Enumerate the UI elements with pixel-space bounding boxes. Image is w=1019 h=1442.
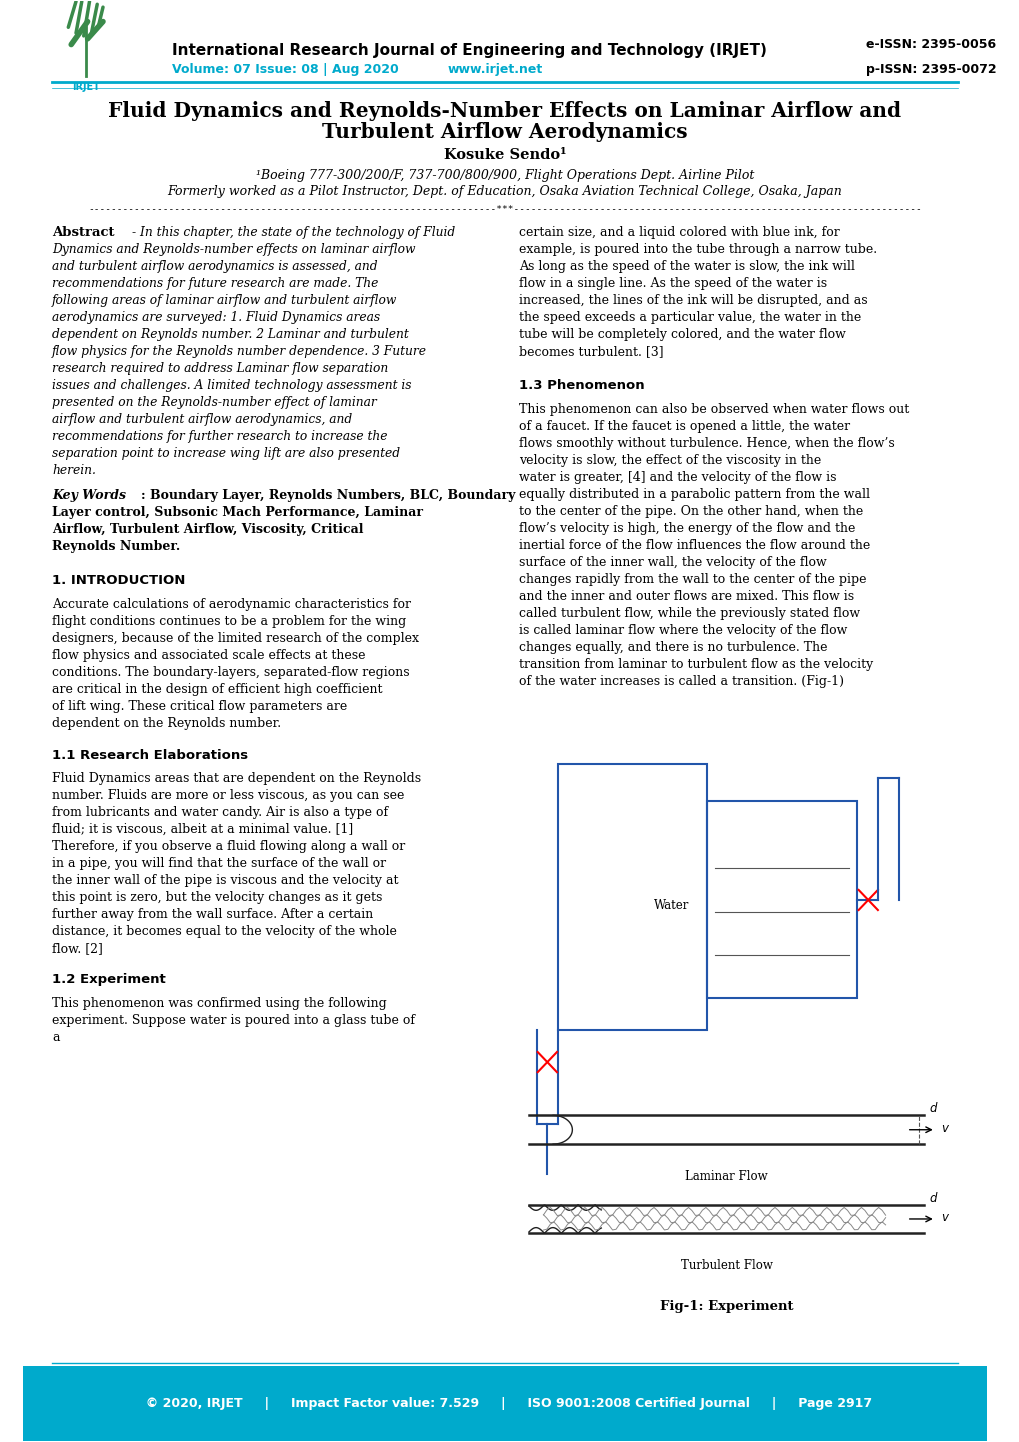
Text: called turbulent flow, while the previously stated flow: called turbulent flow, while the previou… xyxy=(519,607,860,620)
Text: 1.1 Research Elaborations: 1.1 Research Elaborations xyxy=(52,748,248,761)
Text: Key Words: Key Words xyxy=(52,489,125,502)
Text: Layer control, Subsonic Mach Performance, Laminar: Layer control, Subsonic Mach Performance… xyxy=(52,506,423,519)
Text: Volume: 07 Issue: 08 | Aug 2020: Volume: 07 Issue: 08 | Aug 2020 xyxy=(172,62,398,75)
Text: is called laminar flow where the velocity of the flow: is called laminar flow where the velocit… xyxy=(519,623,847,636)
Text: flows smoothly without turbulence. Hence, when the flow’s: flows smoothly without turbulence. Hence… xyxy=(519,437,895,450)
Text: Fig-1: Experiment: Fig-1: Experiment xyxy=(659,1299,793,1312)
Text: this point is zero, but the velocity changes as it gets: this point is zero, but the velocity cha… xyxy=(52,891,382,904)
Text: Water: Water xyxy=(653,898,688,911)
Text: This phenomenon was confirmed using the following: This phenomenon was confirmed using the … xyxy=(52,998,386,1011)
Text: e-ISSN: 2395-0056: e-ISSN: 2395-0056 xyxy=(865,37,996,50)
Text: of the water increases is called a transition. (Fig-1): of the water increases is called a trans… xyxy=(519,675,844,688)
Text: 1. INTRODUCTION: 1. INTRODUCTION xyxy=(52,574,185,587)
Text: following areas of laminar airflow and turbulent airflow: following areas of laminar airflow and t… xyxy=(52,294,397,307)
Text: further away from the wall surface. After a certain: further away from the wall surface. Afte… xyxy=(52,908,373,921)
Text: This phenomenon can also be observed when water flows out: This phenomenon can also be observed whe… xyxy=(519,402,909,415)
Text: herein.: herein. xyxy=(52,464,96,477)
Text: water is greater, [4] and the velocity of the flow is: water is greater, [4] and the velocity o… xyxy=(519,470,836,483)
Text: number. Fluids are more or less viscous, as you can see: number. Fluids are more or less viscous,… xyxy=(52,789,404,802)
Text: ¹Boeing 777-300/200/F, 737-700/800/900, Flight Operations Dept. Airline Pilot: ¹Boeing 777-300/200/F, 737-700/800/900, … xyxy=(256,169,753,182)
Text: Accurate calculations of aerodynamic characteristics for: Accurate calculations of aerodynamic cha… xyxy=(52,598,411,611)
Text: Dynamics and Reynolds-number effects on laminar airflow: Dynamics and Reynolds-number effects on … xyxy=(52,242,415,255)
Text: flow. [2]: flow. [2] xyxy=(52,942,103,955)
Text: flow physics for the Reynolds number dependence. 3 Future: flow physics for the Reynolds number dep… xyxy=(52,345,427,358)
Text: Reynolds Number.: Reynolds Number. xyxy=(52,541,180,554)
Text: fluid; it is viscous, albeit at a minimal value. [1]: fluid; it is viscous, albeit at a minima… xyxy=(52,823,353,836)
Text: certain size, and a liquid colored with blue ink, for: certain size, and a liquid colored with … xyxy=(519,226,840,239)
Text: v: v xyxy=(941,1211,948,1224)
Text: -----------------------------------------------------------------------***------: ----------------------------------------… xyxy=(88,205,921,213)
Text: airflow and turbulent airflow aerodynamics, and: airflow and turbulent airflow aerodynami… xyxy=(52,412,352,425)
Text: distance, it becomes equal to the velocity of the whole: distance, it becomes equal to the veloci… xyxy=(52,926,396,939)
Text: of a faucet. If the faucet is opened a little, the water: of a faucet. If the faucet is opened a l… xyxy=(519,420,850,433)
Text: d: d xyxy=(928,1102,935,1115)
Text: research required to address Laminar flow separation: research required to address Laminar flo… xyxy=(52,362,388,375)
Text: aerodynamics are surveyed: 1. Fluid Dynamics areas: aerodynamics are surveyed: 1. Fluid Dyna… xyxy=(52,311,380,324)
Text: Kosuke Sendo¹: Kosuke Sendo¹ xyxy=(443,149,566,163)
Text: equally distributed in a parabolic pattern from the wall: equally distributed in a parabolic patte… xyxy=(519,487,869,500)
Text: Abstract: Abstract xyxy=(52,226,114,239)
Text: flow physics and associated scale effects at these: flow physics and associated scale effect… xyxy=(52,649,365,662)
Text: IRJET: IRJET xyxy=(71,82,100,92)
Text: : Boundary Layer, Reynolds Numbers, BLC, Boundary: : Boundary Layer, Reynolds Numbers, BLC,… xyxy=(141,489,515,502)
Text: and turbulent airflow aerodynamics is assessed, and: and turbulent airflow aerodynamics is as… xyxy=(52,260,377,273)
Text: As long as the speed of the water is slow, the ink will: As long as the speed of the water is slo… xyxy=(519,260,854,273)
Text: and the inner and outer flows are mixed. This flow is: and the inner and outer flows are mixed.… xyxy=(519,590,854,603)
Text: Formerly worked as a Pilot Instructor, Dept. of Education, Osaka Aviation Techni: Formerly worked as a Pilot Instructor, D… xyxy=(167,185,842,198)
Text: Turbulent Flow: Turbulent Flow xyxy=(680,1259,771,1272)
Text: experiment. Suppose water is poured into a glass tube of: experiment. Suppose water is poured into… xyxy=(52,1014,415,1027)
Text: issues and challenges. A limited technology assessment is: issues and challenges. A limited technol… xyxy=(52,379,411,392)
Bar xyxy=(706,802,856,998)
Text: © 2020, IRJET     |     Impact Factor value: 7.529     |     ISO 9001:2008 Certi: © 2020, IRJET | Impact Factor value: 7.5… xyxy=(138,1397,871,1410)
Text: transition from laminar to turbulent flow as the velocity: transition from laminar to turbulent flo… xyxy=(519,658,872,671)
Text: Turbulent Airflow Aerodynamics: Turbulent Airflow Aerodynamics xyxy=(322,123,687,143)
Bar xyxy=(23,1366,985,1441)
Text: to the center of the pipe. On the other hand, when the: to the center of the pipe. On the other … xyxy=(519,505,863,518)
Text: Fluid Dynamics and Reynolds-Number Effects on Laminar Airflow and: Fluid Dynamics and Reynolds-Number Effec… xyxy=(108,101,901,121)
Text: Fluid Dynamics areas that are dependent on the Reynolds: Fluid Dynamics areas that are dependent … xyxy=(52,773,421,786)
Text: flight conditions continues to be a problem for the wing: flight conditions continues to be a prob… xyxy=(52,616,406,629)
Text: - In this chapter, the state of the technology of Fluid: - In this chapter, the state of the tech… xyxy=(131,226,454,239)
Text: changes equally, and there is no turbulence. The: changes equally, and there is no turbule… xyxy=(519,640,827,653)
Text: recommendations for further research to increase the: recommendations for further research to … xyxy=(52,430,387,443)
Text: flow in a single line. As the speed of the water is: flow in a single line. As the speed of t… xyxy=(519,277,826,290)
Text: surface of the inner wall, the velocity of the flow: surface of the inner wall, the velocity … xyxy=(519,555,826,568)
Text: Airflow, Turbulent Airflow, Viscosity, Critical: Airflow, Turbulent Airflow, Viscosity, C… xyxy=(52,523,363,536)
Text: are critical in the design of efficient high coefficient: are critical in the design of efficient … xyxy=(52,684,382,696)
Text: the speed exceeds a particular value, the water in the: the speed exceeds a particular value, th… xyxy=(519,311,861,324)
Text: increased, the lines of the ink will be disrupted, and as: increased, the lines of the ink will be … xyxy=(519,294,867,307)
Text: v: v xyxy=(941,1122,948,1135)
Text: velocity is slow, the effect of the viscosity in the: velocity is slow, the effect of the visc… xyxy=(519,454,821,467)
Text: inertial force of the flow influences the flow around the: inertial force of the flow influences th… xyxy=(519,539,870,552)
Text: dependent on Reynolds number. 2 Laminar and turbulent: dependent on Reynolds number. 2 Laminar … xyxy=(52,327,409,340)
Text: 1.3 Phenomenon: 1.3 Phenomenon xyxy=(519,379,644,392)
Text: conditions. The boundary-layers, separated-flow regions: conditions. The boundary-layers, separat… xyxy=(52,666,410,679)
Text: of lift wing. These critical flow parameters are: of lift wing. These critical flow parame… xyxy=(52,701,346,714)
Text: a: a xyxy=(52,1031,59,1044)
Text: dependent on the Reynolds number.: dependent on the Reynolds number. xyxy=(52,717,281,730)
Text: the inner wall of the pipe is viscous and the velocity at: the inner wall of the pipe is viscous an… xyxy=(52,874,398,887)
Text: example, is poured into the tube through a narrow tube.: example, is poured into the tube through… xyxy=(519,242,876,255)
Text: separation point to increase wing lift are also presented: separation point to increase wing lift a… xyxy=(52,447,399,460)
Text: www.irjet.net: www.irjet.net xyxy=(447,62,542,75)
Text: tube will be completely colored, and the water flow: tube will be completely colored, and the… xyxy=(519,327,846,340)
Text: p-ISSN: 2395-0072: p-ISSN: 2395-0072 xyxy=(865,62,996,75)
Text: designers, because of the limited research of the complex: designers, because of the limited resear… xyxy=(52,632,419,645)
Text: changes rapidly from the wall to the center of the pipe: changes rapidly from the wall to the cen… xyxy=(519,572,866,585)
Text: from lubricants and water candy. Air is also a type of: from lubricants and water candy. Air is … xyxy=(52,806,387,819)
Text: Laminar Flow: Laminar Flow xyxy=(685,1169,767,1182)
Text: presented on the Reynolds-number effect of laminar: presented on the Reynolds-number effect … xyxy=(52,395,376,408)
Text: 1.2 Experiment: 1.2 Experiment xyxy=(52,973,165,986)
Text: becomes turbulent. [3]: becomes turbulent. [3] xyxy=(519,345,663,358)
Text: recommendations for future research are made. The: recommendations for future research are … xyxy=(52,277,378,290)
Text: d: d xyxy=(928,1191,935,1204)
Text: Therefore, if you observe a fluid flowing along a wall or: Therefore, if you observe a fluid flowin… xyxy=(52,841,405,854)
Text: in a pipe, you will find that the surface of the wall or: in a pipe, you will find that the surfac… xyxy=(52,857,385,870)
Text: International Research Journal of Engineering and Technology (IRJET): International Research Journal of Engine… xyxy=(172,43,766,58)
Text: flow’s velocity is high, the energy of the flow and the: flow’s velocity is high, the energy of t… xyxy=(519,522,855,535)
Bar xyxy=(557,764,706,1031)
